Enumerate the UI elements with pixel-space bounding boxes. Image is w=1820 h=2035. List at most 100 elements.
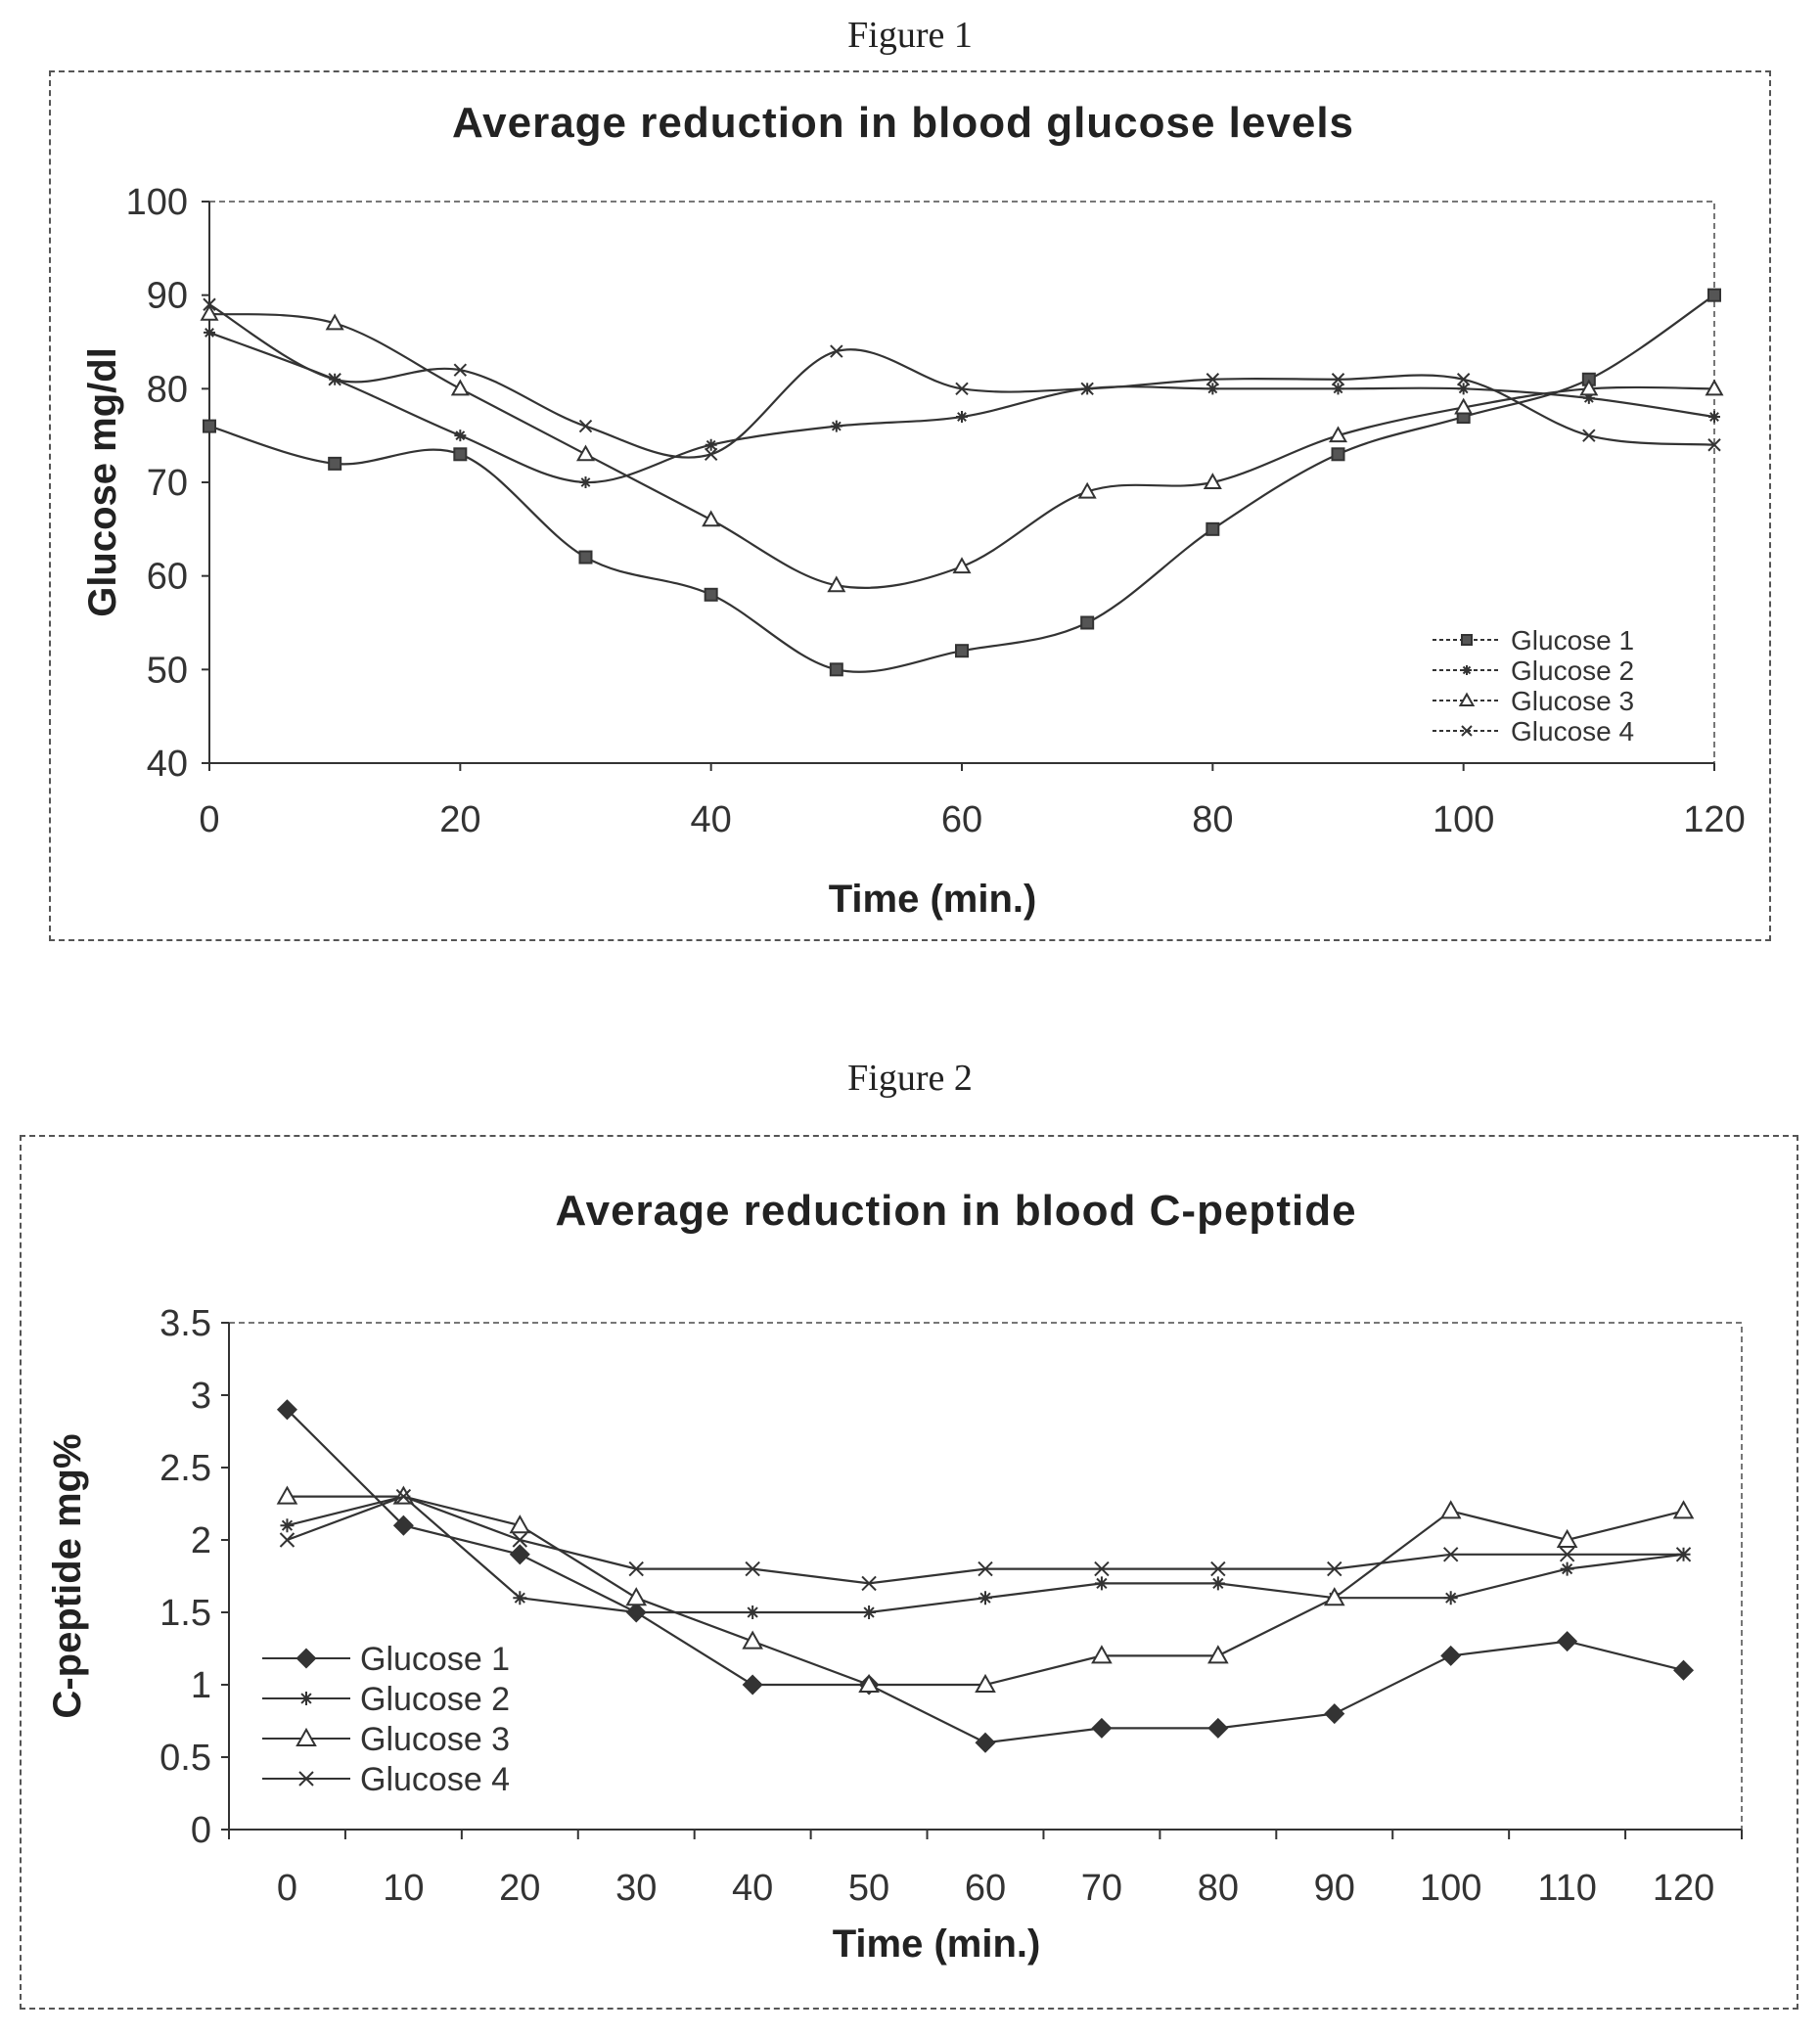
chart-2-data-point: [1675, 1547, 1692, 1562]
chart-2-data-point: [1323, 1587, 1345, 1606]
chart-2-series-line: [287, 1495, 1684, 1585]
chart-2-data-point: [978, 1560, 993, 1577]
chart-2-data-point: [861, 1575, 877, 1592]
chart-2-x-tick-label: 60: [965, 1868, 1006, 1909]
chart-2-data-point: [975, 1673, 996, 1693]
chart-1-series-2: [204, 326, 1720, 488]
chart-1-data-point: [830, 344, 843, 358]
chart-2-x-tick-label: 120: [1653, 1868, 1714, 1909]
chart-2-data-point: [1094, 1576, 1109, 1591]
chart-1-data-point: [325, 313, 344, 331]
chart-1-data-point: [1707, 438, 1721, 452]
chart-1-data-point: [956, 411, 968, 424]
chart-1-data-point: [1708, 411, 1720, 424]
chart-1-data-point: [1206, 521, 1220, 536]
chart-2-x-tick-label: 110: [1537, 1868, 1597, 1909]
chart-2-data-point: [1324, 1703, 1345, 1725]
chart-1-data-point: [1456, 373, 1471, 386]
chart-1-series-line: [208, 294, 1715, 673]
chart-1-y-tick-label: 50: [147, 650, 188, 691]
chart-2-data-point: [628, 1560, 644, 1577]
chart-2-data-point: [1207, 1717, 1229, 1739]
chart-2-data-point: [1327, 1560, 1342, 1577]
chart-2-data-point: [975, 1732, 996, 1753]
chart-2-y-tick-label: 1.5: [159, 1593, 211, 1634]
chart-2-data-point: [276, 1485, 298, 1505]
chart-1-data-point: [1331, 447, 1345, 462]
chart-1-data-point: [705, 438, 717, 451]
chart-1-data-point: [829, 662, 843, 677]
chart-2-data-point: [280, 1518, 295, 1533]
chart-2-data-point: [1210, 1576, 1225, 1591]
chart-2-data-point: [1207, 1645, 1229, 1664]
chart-2-data-point: [1094, 1560, 1110, 1577]
chart-2-x-tick-label: 80: [1198, 1868, 1239, 1909]
chart-1-x-tick-label: 60: [941, 799, 982, 840]
chart-1-data-point: [1203, 473, 1222, 489]
chart-2-y-tick-label: 1: [191, 1665, 211, 1706]
chart-1-legend-marker: [1461, 725, 1473, 737]
chart-2-x-tick-label: 30: [615, 1868, 657, 1909]
chart-2-y-tick-label: 3.5: [159, 1303, 211, 1344]
chart-1-y-tick-label: 100: [126, 182, 188, 223]
chart-1-container: Average reduction in blood glucose level…: [49, 70, 1771, 941]
chart-1-data-point: [1457, 383, 1470, 395]
chart-1-data-point: [579, 476, 592, 488]
chart-2-x-tick-label: 50: [848, 1868, 889, 1909]
chart-1-data-point: [578, 550, 593, 565]
chart-1-legend-label: Glucose 2: [1511, 656, 1634, 686]
chart-1-data-point: [453, 363, 468, 377]
chart-1-legend-marker: [1462, 665, 1472, 675]
chart-2-svg: Average reduction in blood C-peptide 0 0.5…: [46, 1187, 1743, 1966]
chart-1-title: Average reduction in blood glucose level…: [452, 99, 1354, 147]
chart-1-data-point: [1331, 373, 1345, 386]
chart-1-y-tick-label: 40: [147, 744, 188, 785]
chart-2-title: Average reduction in blood C-peptide: [555, 1187, 1356, 1235]
chart-2-y-tick-label: 0: [191, 1810, 211, 1851]
chart-1-data-point: [1332, 383, 1344, 395]
chart-2-data-point: [392, 1515, 414, 1536]
chart-1-data-point: [328, 373, 341, 386]
chart-1-y-axis-label: Glucose mg/dl: [81, 347, 124, 617]
chart-1-data-point: [1206, 383, 1219, 395]
chart-2-x-tick-label: 70: [1081, 1868, 1122, 1909]
chart-1-data-point: [704, 447, 718, 462]
chart-1-data-point: [575, 444, 596, 462]
chart-1-data-point: [704, 587, 718, 602]
chart-1-y-tick-label: 90: [147, 276, 188, 317]
chart-2-data-point: [629, 1605, 644, 1619]
chart-1-data-point: [1077, 481, 1097, 499]
chart-2-data-point: [1439, 1500, 1462, 1519]
chart-1-data-point: [830, 420, 842, 432]
chart-2-y-tick-label: 0.5: [159, 1738, 211, 1779]
chart-1-legend-label: Glucose 1: [1511, 625, 1634, 656]
chart-1-data-point: [450, 379, 470, 396]
chart-2-data-point: [1559, 1547, 1575, 1562]
chart-2-data-point: [1672, 1500, 1695, 1519]
chart-1-data-point: [1582, 429, 1596, 442]
chart-2-data-point: [742, 1674, 763, 1696]
chart-1-data-point: [203, 297, 216, 311]
chart-2-x-axis-label: Time (min.): [833, 1922, 1041, 1966]
chart-1-legend-label: Glucose 3: [1511, 686, 1634, 716]
chart-1-data-point: [1454, 397, 1474, 415]
chart-1-series-4: [203, 297, 1721, 462]
chart-2-data-point: [745, 1560, 760, 1577]
chart-2-data-point: [1556, 1528, 1578, 1548]
chart-1-data-point: [578, 419, 593, 433]
chart-1-data-point: [200, 303, 219, 321]
chart-1-series-1: [203, 288, 1721, 677]
chart-2-data-point: [978, 1591, 992, 1605]
chart-1-series-line: [208, 303, 1715, 459]
chart-2-legend-label: Glucose 3: [360, 1721, 510, 1758]
chart-1-data-point: [1328, 426, 1348, 443]
chart-1-data-point: [203, 419, 216, 433]
chart-1-data-point: [702, 510, 721, 527]
chart-1-legend-marker: [1458, 692, 1476, 706]
chart-2-x-tick-label: 0: [277, 1868, 297, 1909]
chart-2-legend-label: Glucose 1: [360, 1641, 510, 1678]
chart-2-y-tick-label: 2.5: [159, 1448, 211, 1489]
chart-1-x-tick-label: 120: [1683, 799, 1745, 840]
chart-1-x-tick-label: 0: [199, 799, 219, 840]
chart-1-x-axis-label: Time (min.): [829, 878, 1037, 921]
